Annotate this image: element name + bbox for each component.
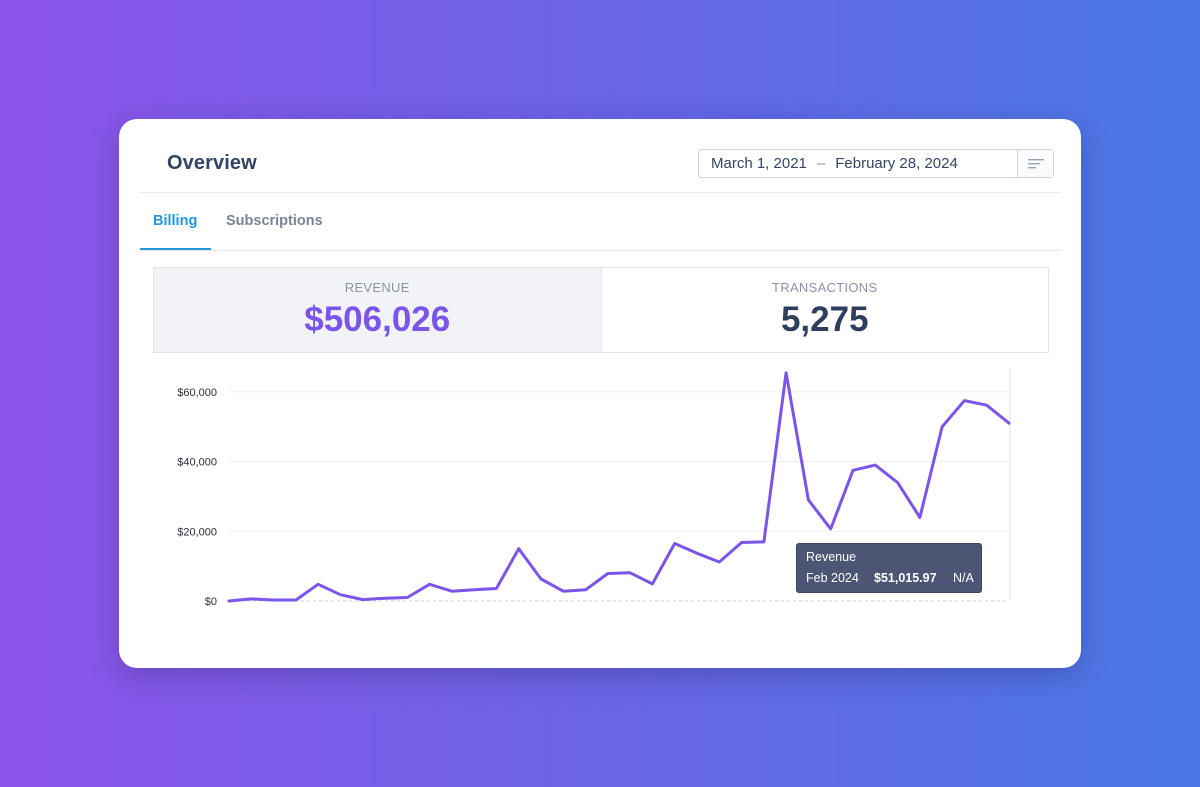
revenue-label: REVENUE — [344, 280, 410, 295]
chart-tooltip: Revenue Feb 2024 $51,015.97 N/A — [796, 543, 982, 593]
y-tick-label: $40,000 — [177, 457, 217, 469]
revenue-value: $506,026 — [304, 300, 451, 339]
y-tick-label: $20,000 — [177, 526, 217, 538]
date-range-picker[interactable]: March 1, 2021 – February 28, 2024 — [698, 149, 1054, 178]
overview-card: Overview March 1, 2021 – February 28, 20… — [119, 119, 1081, 668]
revenue-line-chart: $60,000 $40,000 $20,000 $0 — [177, 369, 1011, 608]
date-range-start[interactable]: March 1, 2021 — [711, 155, 807, 172]
tooltip-title: Revenue — [806, 550, 857, 564]
y-tick-label: $60,000 — [177, 387, 217, 399]
date-range-end[interactable]: February 28, 2024 — [835, 155, 958, 172]
active-tab-indicator — [140, 248, 211, 250]
tooltip-value: $51,015.97 — [874, 571, 937, 585]
tooltip-extra: N/A — [953, 571, 974, 585]
revenue-series-line — [227, 371, 1011, 603]
page-title: Overview — [167, 152, 257, 174]
tooltip-date: Feb 2024 — [806, 571, 859, 585]
transactions-value: 5,275 — [780, 300, 869, 339]
filter-button[interactable] — [1017, 150, 1053, 177]
tabs-divider — [139, 250, 1061, 251]
date-range-separator: – — [816, 155, 826, 172]
header-divider — [139, 192, 1061, 193]
stats-row: REVENUE $506,026 TRANSACTIONS 5,275 — [153, 267, 1049, 353]
revenue-stat[interactable]: REVENUE $506,026 — [154, 268, 602, 352]
tab-subscriptions[interactable]: Subscriptions — [226, 213, 323, 229]
y-tick-label: $0 — [205, 596, 217, 608]
transactions-label: TRANSACTIONS — [772, 280, 878, 295]
transactions-stat[interactable]: TRANSACTIONS 5,275 — [602, 268, 1049, 352]
sort-lines-icon — [1027, 158, 1044, 168]
tab-billing[interactable]: Billing — [153, 213, 198, 229]
